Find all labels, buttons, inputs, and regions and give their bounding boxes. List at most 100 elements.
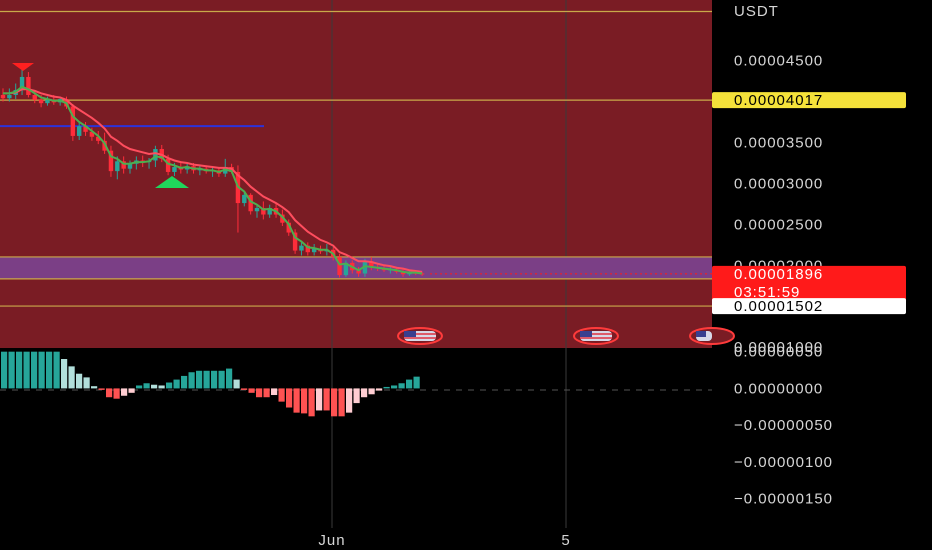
histogram-bar: [413, 376, 420, 389]
histogram-bar: [293, 388, 300, 413]
histogram-bar: [233, 379, 240, 389]
histogram-bar: [121, 388, 128, 396]
histogram-bar: [316, 388, 323, 411]
histogram-bar: [173, 379, 180, 389]
histogram-bar: [248, 388, 255, 393]
candle-body: [108, 150, 114, 172]
candle-body: [261, 207, 266, 215]
price-axis-ticks: 0.00004500 0.00003500 0.00003000 0.00002500…: [734, 53, 823, 357]
histogram-bar: [128, 388, 135, 393]
fast-moving-average-line: [3, 85, 423, 275]
candle-body: [292, 232, 298, 251]
us-flag-event-icon[interactable]: [397, 327, 443, 345]
candle-body: [280, 214, 285, 223]
histogram-bar: [106, 388, 113, 398]
bar-countdown-timer: 03:51:59: [734, 284, 800, 301]
price-level-tag: [712, 298, 906, 315]
histogram-bar: [16, 351, 23, 389]
histogram-bar: [23, 351, 30, 389]
histogram-bar: [376, 388, 383, 391]
histogram-bar: [368, 388, 375, 395]
price-tick-label: 0.00004500: [734, 53, 823, 70]
candle-body: [83, 126, 88, 132]
candle-body: [362, 261, 368, 274]
histogram-bar: [226, 368, 233, 389]
candle-body: [153, 149, 158, 161]
candle-body: [32, 94, 37, 100]
candle-body: [400, 271, 406, 275]
histogram-series: [1, 351, 420, 417]
histogram-bar: [331, 388, 338, 417]
histogram-bar: [308, 388, 315, 417]
histogram-bar: [338, 388, 345, 417]
candle-body: [248, 194, 253, 212]
histogram-bar: [361, 388, 368, 398]
candle-body: [172, 167, 177, 172]
histogram-bar: [286, 388, 293, 408]
indicator-tick-label: −0.00000100: [734, 454, 833, 471]
histogram-bar: [383, 386, 390, 389]
histogram-bar: [196, 370, 203, 389]
histogram-bar: [353, 388, 360, 404]
histogram-bar: [323, 388, 330, 411]
price-tick-label: 0.00003000: [734, 175, 823, 192]
histogram-bar: [91, 386, 98, 389]
candle-body: [38, 99, 44, 104]
histogram-bar: [31, 351, 38, 389]
histogram-bar: [113, 388, 120, 399]
histogram-bar: [218, 370, 225, 389]
indicator-tick-label: 0.00000000: [734, 380, 823, 397]
histogram-bar: [53, 351, 60, 389]
candle-body: [254, 207, 260, 212]
histogram-bar: [188, 372, 195, 389]
histogram-bar: [61, 359, 68, 389]
histogram-bar: [263, 388, 270, 398]
histogram-bar: [346, 388, 353, 413]
price-level-tag: [712, 92, 906, 109]
candle-body: [45, 99, 50, 104]
currency-label: USDT: [734, 3, 779, 20]
price-pane-background: [0, 0, 712, 348]
candle-body: [26, 76, 31, 95]
histogram-bar: [211, 370, 218, 389]
candle-body: [102, 140, 107, 151]
histogram-bar: [166, 382, 173, 389]
buy-signal-icon[interactable]: [155, 176, 189, 188]
candle-body: [286, 222, 291, 233]
candle-body: [89, 131, 95, 137]
histogram-bar: [8, 351, 15, 389]
histogram-bar: [203, 370, 210, 389]
candle-body: [337, 257, 342, 276]
indicator-tick-label: −0.00000150: [734, 491, 833, 508]
price-tick-label: 0.00002500: [734, 216, 823, 233]
indicator-tick-label: 0.00000050: [734, 344, 823, 361]
price-tag-label: 0.00001502: [734, 298, 823, 315]
candle-body: [305, 245, 310, 253]
candle-body: [0, 94, 6, 99]
histogram-bar: [391, 385, 398, 389]
candle-body: [267, 207, 272, 215]
indicator-pane-background: [0, 348, 712, 528]
sell-signal-icon[interactable]: [12, 63, 34, 71]
histogram-bar: [271, 388, 278, 396]
candle-body: [7, 94, 12, 99]
candle-body: [77, 126, 82, 136]
candle-body: [165, 158, 171, 172]
us-flag-event-icon[interactable]: [573, 327, 619, 345]
histogram-bar: [158, 385, 165, 389]
histogram-bar: [143, 383, 150, 389]
candle-body: [96, 136, 101, 141]
indicator-axis-ticks: 0.00000050 0.00000000 −0.00000050 −0.000001…: [734, 344, 833, 508]
us-flag-event-icon[interactable]: [689, 327, 735, 345]
candle-body: [121, 161, 126, 169]
candle-body: [311, 248, 317, 253]
indicator-tick-label: −0.00000050: [734, 417, 833, 434]
histogram-bar: [76, 373, 83, 389]
histogram-bar: [241, 388, 248, 390]
horizontal-levels: [0, 10, 712, 307]
histogram-bar: [151, 384, 158, 389]
histogram-bar: [256, 388, 263, 398]
time-tick-label: Jun: [318, 532, 345, 549]
histogram-bar: [136, 385, 143, 389]
